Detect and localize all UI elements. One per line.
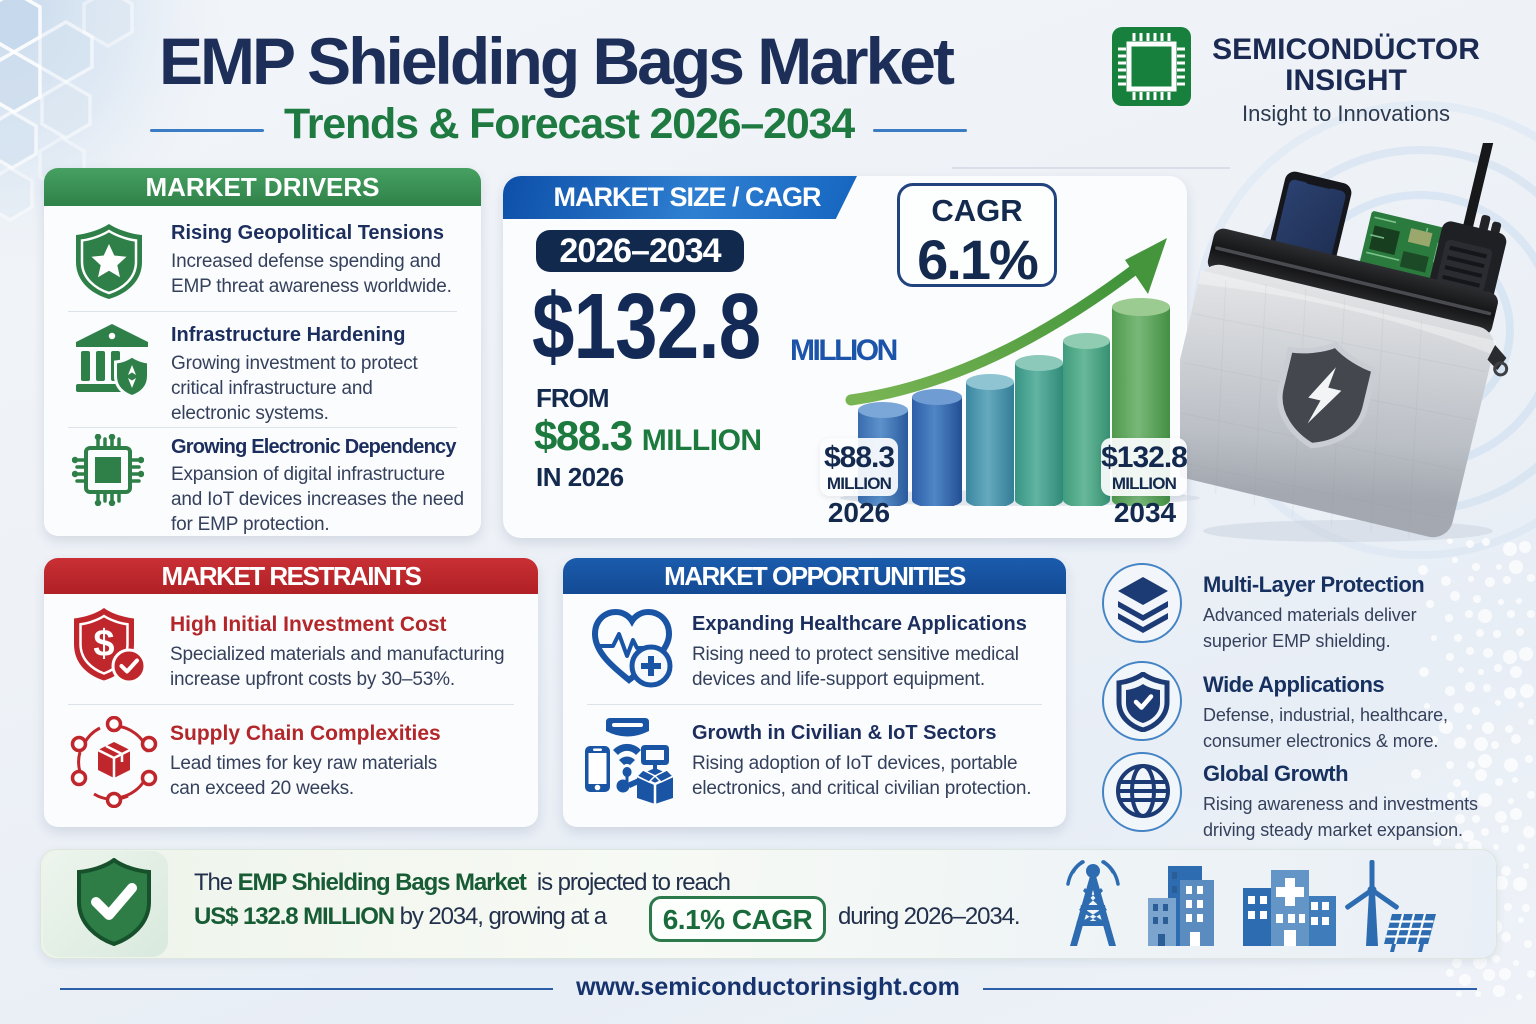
- svg-text:$: $: [93, 623, 114, 665]
